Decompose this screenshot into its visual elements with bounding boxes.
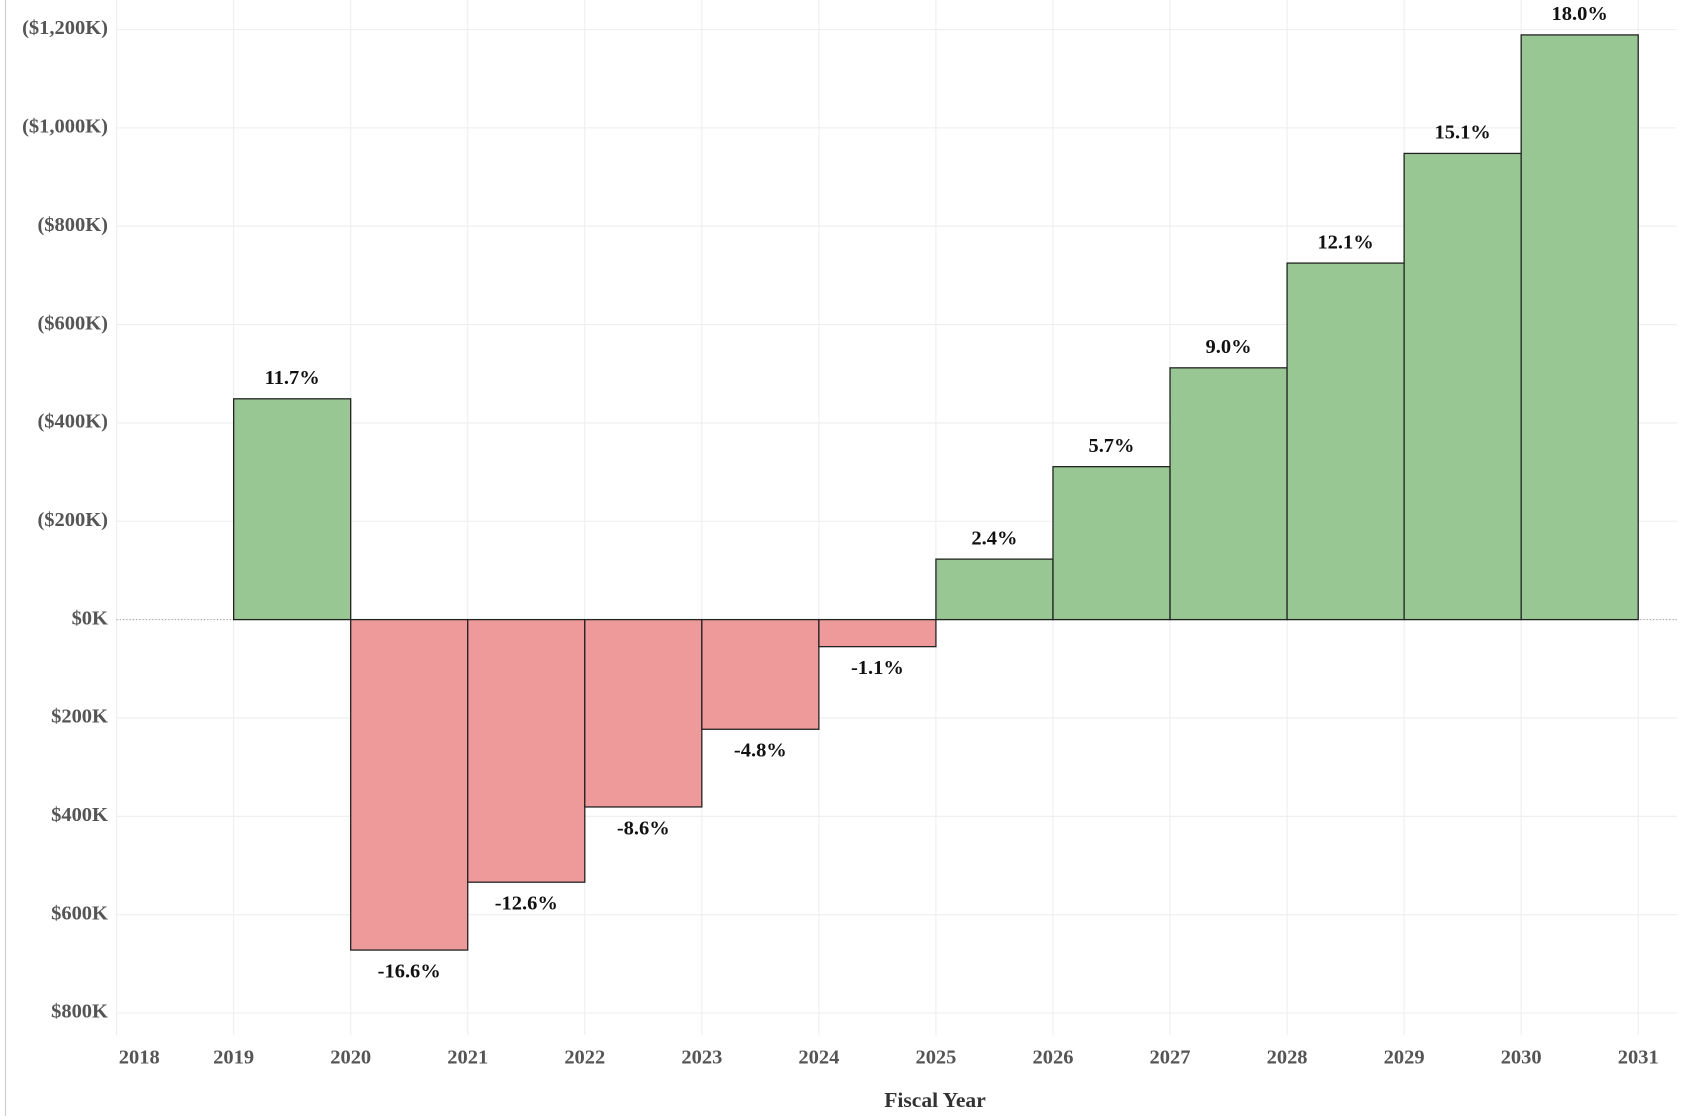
y-tick-label: ($800K) [37, 214, 108, 236]
x-tick-label: 2028 [1267, 1047, 1308, 1069]
x-tick-label: 2026 [1033, 1047, 1074, 1069]
x-tick-label: 2018 [119, 1047, 160, 1069]
y-tick-label: $200K [51, 706, 108, 728]
bar [701, 618, 820, 730]
y-tick-label: $800K [51, 1001, 108, 1023]
value-label: -16.6% [378, 960, 441, 982]
x-tick-label: 2025 [915, 1047, 956, 1069]
value-label: 15.1% [1434, 122, 1490, 144]
value-label: -12.6% [495, 893, 558, 915]
bar [1169, 367, 1288, 621]
value-label: 12.1% [1317, 231, 1373, 253]
value-label: 11.7% [265, 367, 320, 389]
value-label: -8.6% [617, 817, 670, 839]
y-tick-label: $0K [72, 607, 108, 629]
bar [818, 618, 937, 648]
x-tick-label: 2021 [447, 1047, 488, 1069]
bar [467, 618, 586, 883]
x-tick-label: 2027 [1150, 1047, 1191, 1069]
x-tick-label: 2030 [1501, 1047, 1542, 1069]
bar [1403, 152, 1522, 621]
y-tick-label: $400K [51, 804, 108, 826]
y-tick-label: ($400K) [37, 411, 108, 433]
x-tick-label: 2020 [330, 1047, 371, 1069]
bar [350, 618, 469, 951]
value-label: 5.7% [1088, 435, 1134, 457]
y-tick-label: ($200K) [37, 509, 108, 531]
y-tick-label: ($600K) [37, 312, 108, 334]
y-tick-label: ($1,000K) [22, 116, 108, 138]
x-tick-label: 2022 [564, 1047, 605, 1069]
x-tick-label: 2031 [1618, 1047, 1659, 1069]
value-label: 9.0% [1206, 336, 1252, 358]
value-label: -4.8% [734, 740, 787, 762]
x-tick-label: 2019 [213, 1047, 254, 1069]
x-tick-label: 2024 [798, 1047, 839, 1069]
y-tick-label: ($1,200K) [22, 17, 108, 39]
bar [1286, 262, 1405, 621]
x-tick-label: 2029 [1384, 1047, 1425, 1069]
x-axis-title: Fiscal Year [884, 1088, 986, 1112]
value-label: 18.0% [1552, 3, 1608, 25]
y-tick-label: $600K [51, 902, 108, 924]
bar [584, 618, 703, 808]
bar [1052, 466, 1171, 621]
x-tick-label: 2023 [681, 1047, 722, 1069]
bar [935, 558, 1054, 621]
value-label: 2.4% [971, 527, 1017, 549]
bar [232, 398, 352, 621]
value-label: -1.1% [851, 657, 904, 679]
bar [1520, 34, 1639, 621]
